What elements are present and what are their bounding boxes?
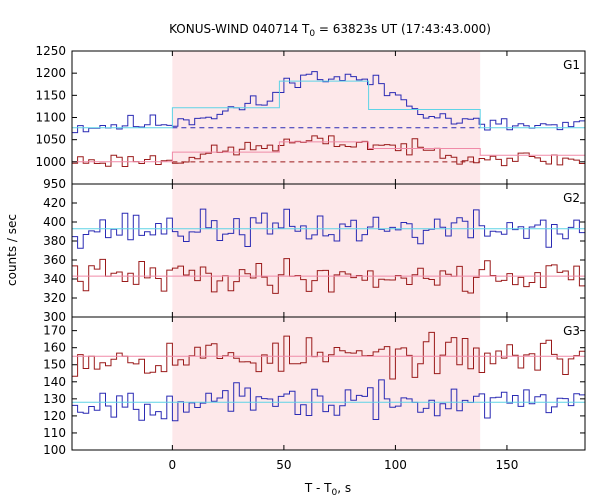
panel-series-group (72, 331, 585, 422)
y-tick-label: 1050 (35, 133, 66, 147)
y-tick-label: 300 (43, 310, 66, 324)
fit-line-cyan (72, 80, 585, 129)
x-tick-label: 150 (495, 458, 518, 472)
y-axis-title: counts / sec (5, 214, 19, 286)
panel-label: G3 (563, 324, 580, 338)
y-tick-label: 1250 (35, 44, 66, 58)
x-tick-label: 50 (276, 458, 291, 472)
y-tick-label: 1200 (35, 66, 66, 80)
y-tick-label: 1100 (35, 111, 66, 125)
fit-line-pink (72, 141, 585, 163)
panel-frame (71, 316, 586, 451)
x-axis-title: T - T0, s (304, 481, 351, 498)
y-tick-label: 170 (43, 324, 66, 338)
y-tick-label: 120 (43, 409, 66, 423)
y-tick-label: 1150 (35, 88, 66, 102)
y-tick-label: 340 (43, 272, 66, 286)
y-tick-label: 400 (43, 215, 66, 229)
x-tick-label: 0 (169, 458, 177, 472)
panel-g2: 300 320 340 360 380 400 420 G2 (43, 183, 586, 324)
count-rate-series-blue (72, 71, 585, 134)
y-tick-label: 130 (43, 392, 66, 406)
chart-title: KONUS-WIND 040714 T0 = 63823s UT (17:43:… (169, 22, 491, 39)
x-tick-label: 100 (384, 458, 407, 472)
plot-area: 950100010501100115012001250G130032034036… (35, 44, 586, 472)
count-rate-series-red (72, 258, 585, 294)
y-tick-label: 100 (43, 443, 66, 457)
y-tick-label: 420 (43, 196, 66, 210)
count-rate-series-blue (72, 208, 585, 249)
y-tick-label: 320 (43, 291, 66, 305)
y-tick-label: 380 (43, 234, 66, 248)
panel-g1: 950 1000 1050 1100 1150 1200 1250 G1 (35, 44, 586, 191)
y-tick-label: 160 (43, 341, 66, 355)
y-tick-label: 150 (43, 358, 66, 372)
shaded-interval (172, 51, 481, 450)
panel-label: G1 (563, 58, 580, 72)
panel-g3: 100 110 120 130 140 150 160 170 G3 (43, 316, 586, 457)
y-tick-label: 1000 (35, 155, 66, 169)
count-rate-series-red (72, 135, 585, 167)
count-rate-series-red (72, 331, 585, 380)
panel-label: G2 (563, 191, 580, 205)
count-rate-series-blue (72, 379, 585, 422)
y-tick-label: 950 (43, 177, 66, 191)
y-tick-label: 110 (43, 426, 66, 440)
y-tick-label: 140 (43, 375, 66, 389)
panel-series-group (72, 208, 585, 294)
panel-series-group (72, 71, 585, 167)
y-tick-label: 360 (43, 253, 66, 267)
